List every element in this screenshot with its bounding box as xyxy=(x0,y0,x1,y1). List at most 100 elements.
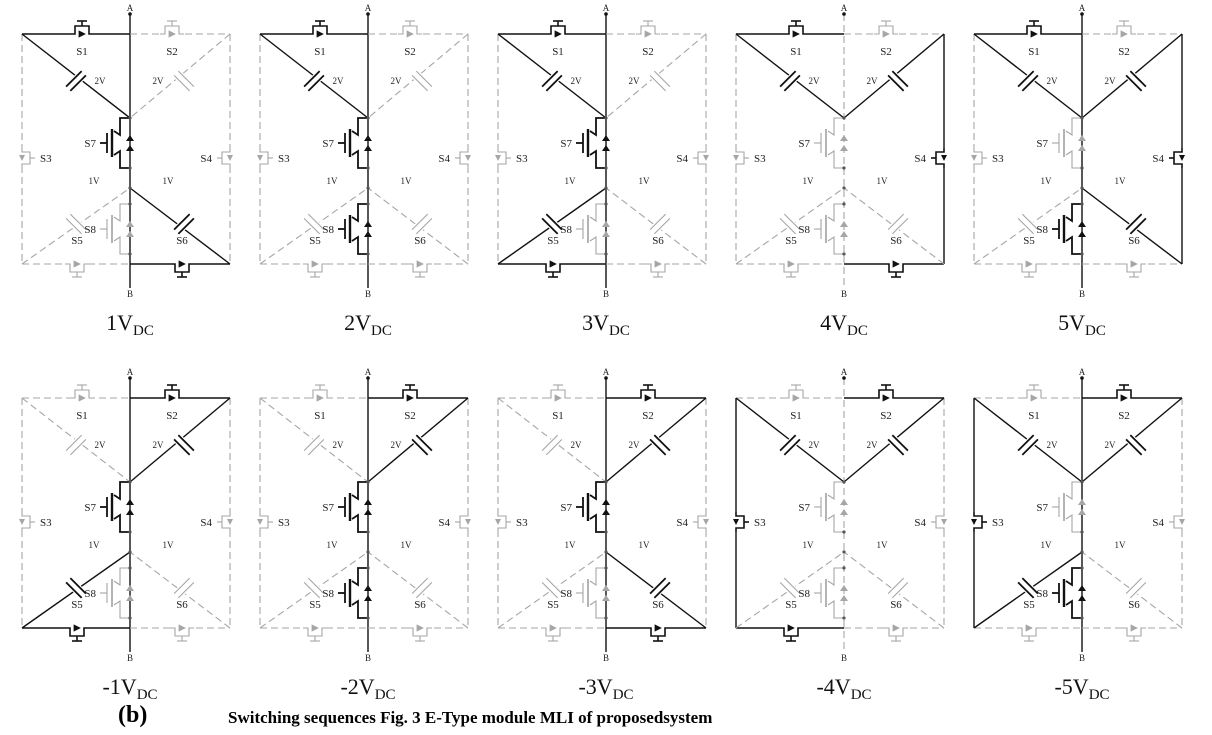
switch-s3 xyxy=(971,148,987,168)
capacitor-1v-right xyxy=(885,575,911,601)
cap-2v-left-label: 2V xyxy=(95,440,107,450)
capacitor-1v-left xyxy=(777,575,803,601)
panel-tag: (b) xyxy=(118,702,148,728)
node-a-label: A xyxy=(127,367,134,377)
switch-s4 xyxy=(217,512,233,532)
switch-s4 xyxy=(693,512,709,532)
state-label-main: -3V xyxy=(578,674,612,699)
cap-2v-right-label: 2V xyxy=(629,76,641,86)
cap-2v-left-label: 2V xyxy=(95,76,107,86)
node-b-label: B xyxy=(603,653,609,663)
s7-label: S7 xyxy=(798,138,810,150)
cap-2v-left-label: 2V xyxy=(333,440,345,450)
switch-s3 xyxy=(971,512,987,532)
bus-node-0 xyxy=(842,480,846,484)
state-label: 5VDC xyxy=(1058,310,1106,339)
switch-s1 xyxy=(308,20,332,38)
switch-s5 xyxy=(1017,624,1041,642)
node-a-label: A xyxy=(841,367,848,377)
cap-1v-left-label: 1V xyxy=(803,176,815,186)
s8-label: S8 xyxy=(84,588,96,600)
switch-s1 xyxy=(1022,384,1046,402)
switching-state-3: A B S1 S2 S5 S6 S3 S4 2V 2V 1V 1V S7 S8 3VDC xyxy=(495,3,709,339)
switch-s8 xyxy=(814,203,848,255)
switch-s7 xyxy=(338,481,372,533)
s1-label: S1 xyxy=(790,46,802,58)
cap-2v-right-label: 2V xyxy=(867,76,879,86)
bus-node-2 xyxy=(842,550,846,554)
capacitor-2v-right xyxy=(409,68,435,94)
branch-1v-right xyxy=(843,187,945,265)
capacitor-2v-left xyxy=(301,432,327,458)
bus-node-1 xyxy=(842,530,846,534)
node-a-dot xyxy=(842,376,846,380)
state-label: -3VDC xyxy=(578,674,633,700)
s3-label: S3 xyxy=(278,153,290,165)
bus-node-3 xyxy=(842,202,846,206)
bus-node-3 xyxy=(366,202,370,206)
switch-s1 xyxy=(70,384,94,402)
bus-node-3 xyxy=(1080,202,1084,206)
s5-label: S5 xyxy=(547,235,559,247)
capacitor-2v-left xyxy=(63,68,89,94)
switch-s7 xyxy=(814,481,848,533)
capacitor-2v-right xyxy=(171,432,197,458)
s6-label: S6 xyxy=(414,599,426,611)
bus-node-3 xyxy=(1080,566,1084,570)
s1-label: S1 xyxy=(552,46,564,58)
bus-node-0 xyxy=(604,480,608,484)
s5-label: S5 xyxy=(785,235,797,247)
capacitor-1v-left xyxy=(777,211,803,237)
bus-node-1 xyxy=(1080,166,1084,170)
s6-label: S6 xyxy=(890,235,902,247)
state-label-main: 3V xyxy=(582,310,609,335)
switch-s1 xyxy=(70,20,94,38)
switch-s2 xyxy=(1112,20,1136,38)
s5-label: S5 xyxy=(309,599,321,611)
node-a-dot xyxy=(366,12,370,16)
cap-1v-right-label: 1V xyxy=(639,540,651,550)
s3-label: S3 xyxy=(40,153,52,165)
bus-node-4 xyxy=(842,252,846,256)
state-label-main: 1V xyxy=(106,310,133,335)
state-label-main: -4V xyxy=(816,674,850,699)
bus-node-1 xyxy=(842,166,846,170)
cap-2v-left-label: 2V xyxy=(333,76,345,86)
bus-node-2 xyxy=(128,186,132,190)
state-label-subscript: DC xyxy=(609,323,630,339)
capacitor-1v-right xyxy=(171,211,197,237)
switch-s5 xyxy=(1017,260,1041,278)
bus-node-2 xyxy=(1080,550,1084,554)
switch-s4 xyxy=(455,148,471,168)
switching-state-9: A B S1 S2 S5 S6 S3 S4 2V 2V 1V 1V S7 S8 -4VDC xyxy=(733,367,947,700)
state-label-subscript: DC xyxy=(847,323,868,339)
s4-label: S4 xyxy=(1152,517,1164,529)
state-label: 4VDC xyxy=(820,310,868,339)
state-label: -4VDC xyxy=(816,674,871,700)
s7-label: S7 xyxy=(84,502,96,514)
bus-node-1 xyxy=(366,530,370,534)
cap-2v-left-label: 2V xyxy=(1047,76,1059,86)
state-label: 1VDC xyxy=(106,310,154,339)
branch-1v-right xyxy=(1081,551,1183,629)
node-a-dot xyxy=(128,376,132,380)
switch-s5 xyxy=(65,260,89,278)
switch-s8 xyxy=(576,203,610,255)
s6-label: S6 xyxy=(176,235,188,247)
bus-node-3 xyxy=(128,202,132,206)
switch-s1 xyxy=(784,384,808,402)
bus-node-0 xyxy=(366,116,370,120)
switch-s8 xyxy=(338,203,372,255)
bus-node-2 xyxy=(842,186,846,190)
switch-s3 xyxy=(19,148,35,168)
s4-label: S4 xyxy=(1152,153,1164,165)
bus-node-0 xyxy=(128,116,132,120)
state-label: -2VDC xyxy=(340,674,395,700)
state-label: 3VDC xyxy=(582,310,630,339)
capacitor-1v-left xyxy=(301,575,327,601)
switch-s5 xyxy=(541,624,565,642)
bus-node-1 xyxy=(604,166,608,170)
cap-1v-right-label: 1V xyxy=(401,540,413,550)
state-label: -5VDC xyxy=(1054,674,1109,700)
state-label-subscript: DC xyxy=(371,323,392,339)
